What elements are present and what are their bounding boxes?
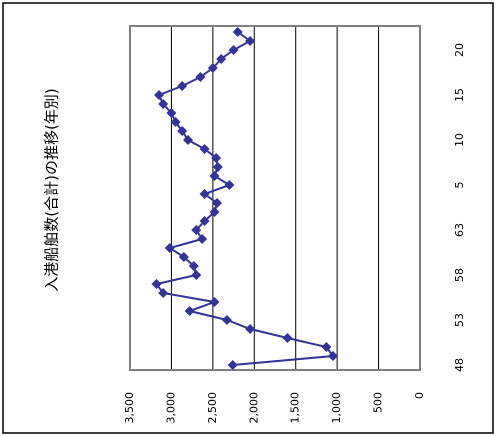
x-tick-label: 48 — [453, 358, 466, 372]
data-point — [227, 360, 238, 370]
data-point — [216, 54, 227, 64]
chart-title: 入港船舶数(合計)の推移(年別) — [43, 88, 61, 291]
data-point — [212, 162, 223, 172]
data-point — [158, 288, 169, 298]
y-tick-label: 3,000 — [164, 392, 177, 424]
x-tick-label: 15 — [453, 88, 466, 102]
data-point — [184, 306, 195, 316]
y-tick-label: 1,500 — [289, 392, 302, 424]
data-point — [209, 171, 220, 181]
data-point — [232, 27, 243, 37]
data-point — [245, 36, 256, 46]
data-point — [151, 279, 162, 289]
data-point — [209, 207, 220, 217]
y-tick-label: 0 — [413, 392, 426, 399]
data-point — [209, 297, 220, 307]
data-point — [158, 99, 169, 109]
data-point — [177, 81, 188, 91]
data-point — [178, 252, 189, 262]
data-point — [177, 126, 188, 136]
data-point — [191, 270, 202, 280]
data-point — [199, 189, 210, 199]
data-point — [170, 117, 181, 127]
x-tick-label: 20 — [453, 43, 466, 57]
data-point — [221, 315, 232, 325]
data-point — [199, 216, 210, 226]
y-tick-label: 500 — [372, 392, 385, 413]
plot-area — [129, 25, 421, 371]
y-tick-label: 1,000 — [330, 392, 343, 424]
data-point — [199, 144, 210, 154]
data-point — [197, 234, 208, 244]
data-point — [164, 243, 175, 253]
data-point — [282, 333, 293, 343]
y-tick-label: 3,500 — [123, 392, 136, 424]
x-tick-label: 5 — [453, 182, 466, 189]
y-tick-label: 2,500 — [206, 392, 219, 424]
y-tick-label: 2,000 — [247, 392, 260, 424]
data-point — [195, 72, 206, 82]
data-point — [328, 351, 338, 361]
x-tick-label: 63 — [453, 223, 466, 237]
data-point — [207, 63, 218, 73]
data-point — [245, 324, 256, 334]
data-point — [188, 261, 199, 271]
data-point — [166, 108, 177, 118]
data-point — [211, 153, 222, 163]
x-tick-label: 10 — [453, 133, 466, 147]
x-tick-label: 53 — [453, 313, 466, 327]
data-point — [191, 225, 202, 235]
data-point — [228, 45, 239, 55]
data-point — [154, 90, 164, 100]
data-point — [183, 135, 193, 145]
x-tick-label: 58 — [453, 268, 466, 282]
data-point — [212, 198, 222, 208]
data-point — [224, 180, 235, 190]
data-point — [321, 342, 332, 352]
data-line — [154, 31, 335, 366]
